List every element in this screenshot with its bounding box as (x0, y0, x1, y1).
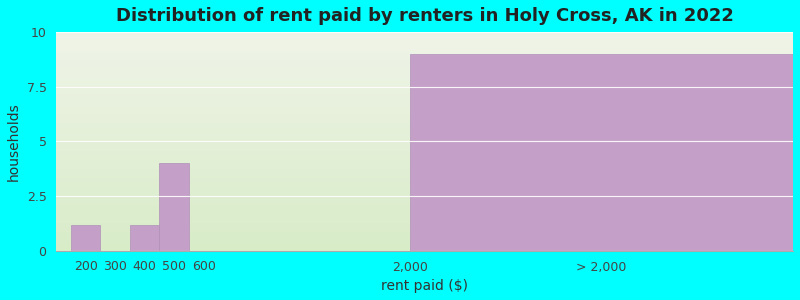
Bar (71, 224, 101, 251)
Bar (130, 224, 159, 251)
Bar (159, 163, 189, 251)
Title: Distribution of rent paid by renters in Holy Cross, AK in 2022: Distribution of rent paid by renters in … (116, 7, 734, 25)
Y-axis label: households: households (7, 102, 21, 181)
Bar (410, 54, 793, 251)
X-axis label: rent paid ($): rent paid ($) (381, 279, 468, 293)
